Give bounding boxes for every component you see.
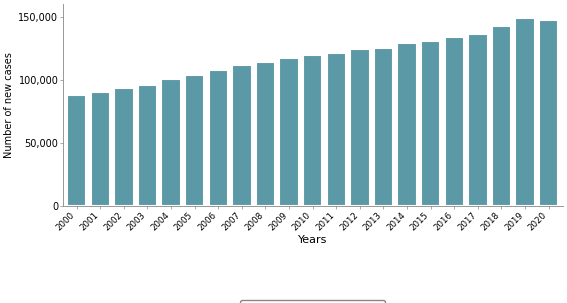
Bar	[209, 70, 228, 206]
Bar	[138, 85, 157, 206]
Bar	[397, 43, 417, 206]
Bar	[185, 75, 204, 206]
Bar	[162, 79, 181, 206]
Bar	[67, 95, 86, 206]
Bar	[421, 41, 441, 206]
Bar	[445, 37, 464, 206]
Bar	[280, 58, 299, 206]
X-axis label: Years: Years	[298, 235, 327, 245]
Y-axis label: Number of new cases: Number of new cases	[4, 52, 14, 158]
Bar	[374, 48, 393, 206]
Bar	[492, 26, 511, 206]
Legend: Number of new cases: Number of new cases	[240, 300, 385, 303]
Bar	[539, 20, 558, 206]
Bar	[350, 49, 370, 206]
Bar	[232, 65, 252, 206]
Bar	[515, 18, 535, 206]
Bar	[468, 34, 488, 206]
Bar	[91, 92, 110, 206]
Bar	[256, 62, 275, 206]
Bar	[303, 55, 323, 206]
Bar	[114, 88, 134, 206]
Bar	[327, 53, 346, 206]
